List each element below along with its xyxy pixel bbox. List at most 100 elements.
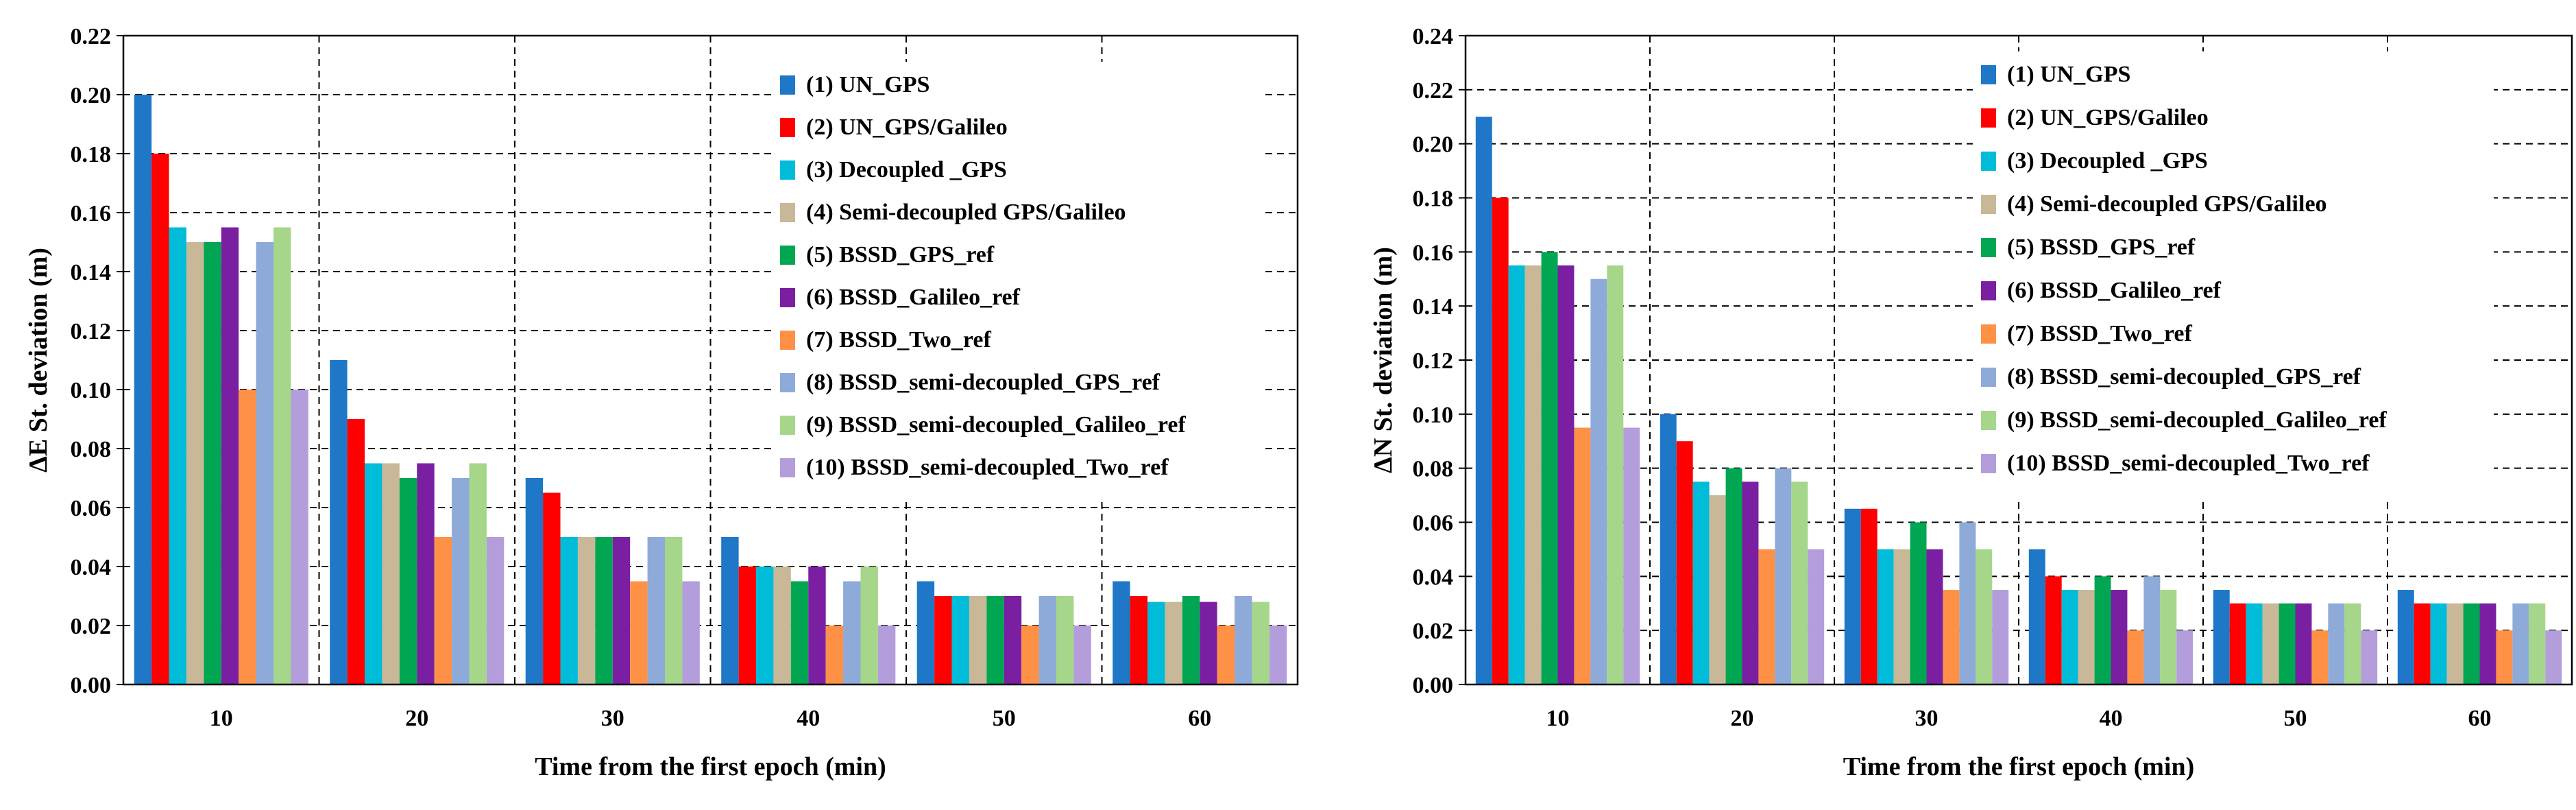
bar [1492,198,1509,684]
bar [169,227,186,684]
y-tick-label: 0.14 [1413,294,1454,320]
x-tick-label: 40 [797,706,820,731]
bar [1508,265,1525,685]
legend-entry: (2) UN_GPS/Galileo [2007,105,2209,130]
bar [1130,596,1148,684]
chart-delta-e: 0.00 0.02 0.04 0.06 0.08 0.10 0.12 0.14 0.16 0.18… [24,24,1299,781]
bar [951,596,969,684]
bar [1557,265,1575,685]
legend-entry: (5) BSSD_GPS_ref [806,242,995,267]
bar [239,390,256,684]
y-tick-label: 0.12 [1413,348,1454,374]
bar [1147,601,1165,684]
x-tick-label: 20 [405,706,428,731]
y-tick-label: 0.16 [71,201,112,226]
bar [2545,630,2562,684]
bar [2430,603,2447,684]
bar [1692,481,1710,684]
bar [808,567,826,684]
legend-swatch [1981,368,1996,387]
plot-frame [122,34,1299,686]
bar [647,537,665,684]
bar [1235,596,1252,684]
bar [825,626,844,684]
bar [2127,630,2144,684]
bar [1475,117,1492,684]
y-tick-label: 0.20 [71,83,112,108]
legend-swatch [780,331,795,350]
legend-swatch [780,246,795,265]
legend-entry: (4) Semi-decoupled GPS/Galileo [2007,191,2327,217]
bar [525,478,544,684]
bar [1574,427,1591,684]
bar [382,463,400,684]
bar [291,390,308,684]
bar [2529,603,2546,684]
x-tick-label: 10 [210,706,233,731]
x-axis-label: Time from the first epoch (min) [1843,752,2195,781]
bar [2262,603,2279,684]
legend-swatch [1981,454,1996,473]
x-tick-label: 60 [2468,706,2492,731]
bar [2397,590,2414,684]
bar [664,537,683,684]
y-tick-label: 0.22 [71,24,112,49]
y-axis-label: ΔE St. deviation (m) [24,248,53,473]
y-tick-label: 0.08 [1413,457,1454,482]
bar [1791,481,1808,684]
legend-entry: (9) BSSD_semi-decoupled_Galileo_ref [806,412,1186,438]
bar [1910,522,1927,684]
bar [2143,576,2161,684]
legend-swatch [780,118,795,137]
bar [1541,252,1558,684]
y-tick-label: 0.22 [1413,78,1454,104]
bar [1893,549,1910,684]
bar [860,567,878,684]
bar [1038,596,1056,684]
x-tick-label: 50 [993,706,1016,731]
y-tick-label: 0.08 [71,437,112,462]
bar [595,537,613,684]
bar [1607,265,1624,685]
legend-swatch [1981,324,1996,344]
bar [934,596,952,684]
legend-swatch [780,203,795,222]
x-tick-label: 50 [2284,706,2307,731]
bar [1113,581,1130,684]
legend-swatch [780,160,795,180]
bar [1992,590,2009,684]
legend-entry: (5) BSSD_GPS_ref [2007,235,2196,260]
bar [916,581,935,684]
bar [134,95,152,684]
bar [434,537,452,684]
legend-swatch [1981,152,1996,171]
bar [1844,508,1861,684]
bar [1660,414,1677,684]
bar [2229,603,2246,684]
bar [2463,603,2480,684]
bar [612,537,631,684]
bar [1524,265,1542,685]
legend-entry: (4) Semi-decoupled GPS/Galileo [806,200,1126,225]
x-tick-label: 30 [1915,706,1939,731]
legend-background [772,62,1265,501]
bar [877,626,896,684]
bar [2446,603,2464,684]
legend-swatch [780,373,795,392]
y-tick-label: 0.06 [71,496,112,521]
bar [1676,441,1693,684]
legend-entry: (10) BSSD_semi-decoupled_Two_ref [2007,451,2370,476]
legend-entry: (7) BSSD_Two_ref [2007,321,2192,346]
bar [2512,603,2529,684]
x-axis-label: Time from the first epoch (min) [535,752,886,781]
legend-entry: (8) BSSD_semi-decoupled_GPS_ref [2007,364,2361,390]
y-tick-label: 0.06 [1413,511,1454,536]
bar [2078,590,2095,684]
bar [417,463,435,684]
bar [1217,626,1235,684]
bar [1758,549,1775,684]
y-tick-label: 0.18 [1413,187,1454,212]
bar [1775,468,1792,684]
bar [1623,427,1640,684]
